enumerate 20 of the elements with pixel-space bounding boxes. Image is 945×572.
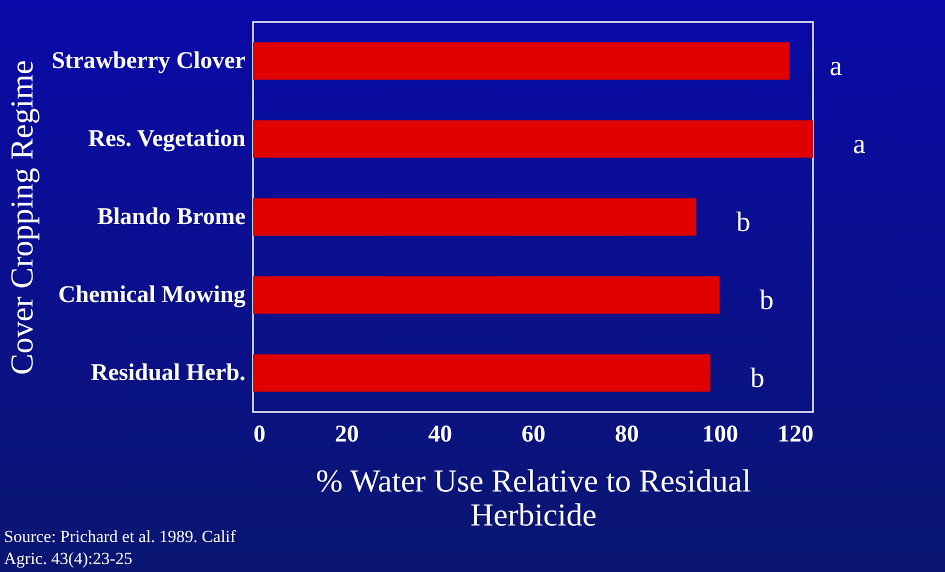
x-tick-label: 60: [522, 422, 546, 448]
x-tick-label: 80: [614, 422, 639, 448]
data-label: a: [830, 51, 843, 82]
y-tick-label: Blando Brome: [97, 204, 246, 230]
x-tick-label: 120: [778, 422, 814, 448]
y-tick-label: Residual Herb.: [90, 360, 246, 386]
source-note: Source: Prichard et al. 1989. Calif Agric. 43(4):23-25: [4, 526, 237, 570]
x-tick-label: 40: [428, 422, 452, 448]
data-label: a: [853, 129, 866, 160]
data-label: b: [736, 207, 750, 238]
data-label: b: [750, 363, 764, 394]
y-tick-label: Strawberry Clover: [52, 48, 246, 74]
x-tick-label: 0: [254, 422, 266, 448]
x-tick-label: 20: [334, 422, 359, 448]
y-axis-title: Cover Cropping Regime: [4, 60, 40, 375]
data-label: b: [760, 285, 774, 316]
x-axis-title: % Water Use Relative to Residual Herbicide: [316, 462, 752, 532]
x-tick-label: 100: [702, 422, 738, 448]
y-tick-label: Res. Vegetation: [88, 126, 246, 152]
y-tick-label: Chemical Mowing: [58, 282, 246, 308]
